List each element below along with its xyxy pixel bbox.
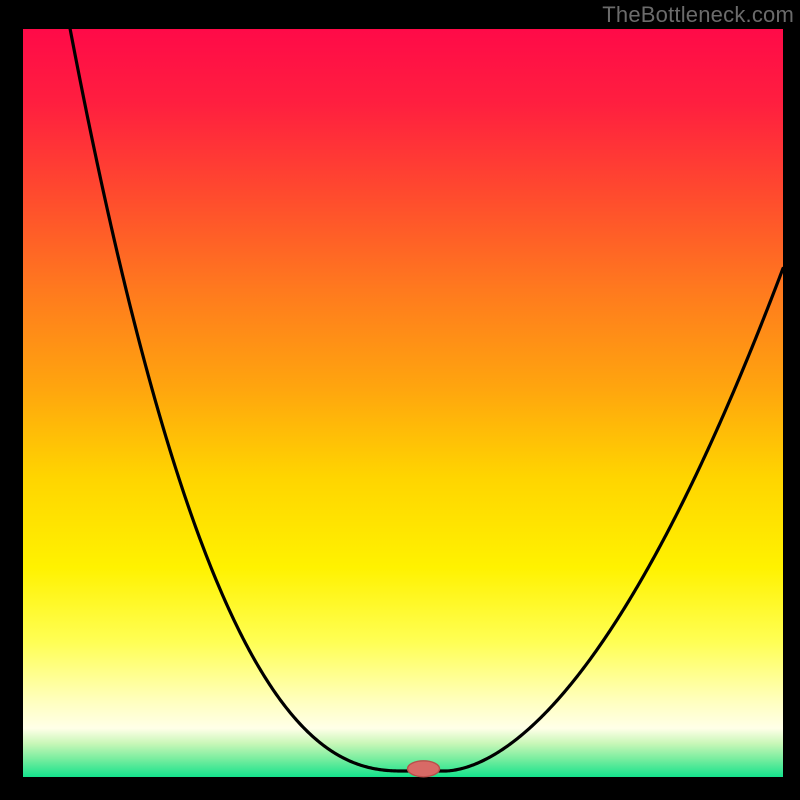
chart-container: TheBottleneck.com — [0, 0, 800, 800]
bottleneck-chart — [0, 0, 800, 800]
optimum-marker — [408, 761, 440, 777]
plot-background — [23, 29, 783, 777]
watermark-text: TheBottleneck.com — [602, 2, 794, 28]
